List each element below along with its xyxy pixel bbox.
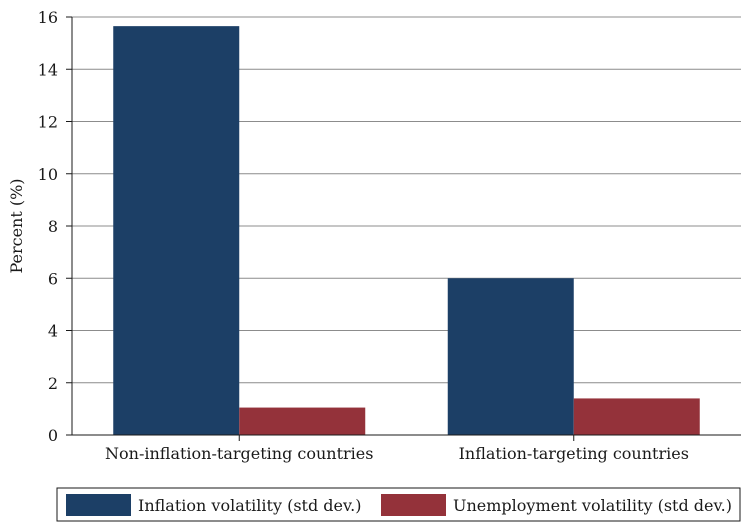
axes — [66, 16, 741, 441]
y-tick-label: 16 — [38, 8, 58, 27]
y-axis-title: Percent (%) — [7, 178, 26, 273]
y-tick-labels: 0 2 4 6 8 10 12 14 16 — [38, 8, 58, 445]
bar-unemployment-volatility — [239, 407, 366, 435]
x-category-label: Inflation-targeting countries — [459, 444, 689, 463]
legend-frame — [56, 487, 741, 522]
y-tick-label: 8 — [48, 217, 58, 236]
bars — [113, 26, 700, 436]
y-tick-label: 14 — [38, 60, 58, 79]
y-tick-label: 12 — [38, 113, 58, 132]
bar-inflation-volatility — [447, 278, 574, 435]
y-tick-label: 0 — [48, 426, 58, 445]
y-tick-label: 2 — [48, 374, 58, 393]
legend-label: Inflation volatility (std dev.) — [138, 496, 361, 515]
y-tick-label: 6 — [48, 269, 58, 288]
bar-inflation-volatility — [113, 26, 240, 436]
y-tick-label: 4 — [48, 322, 58, 341]
x-category-label: Non-inflation-targeting countries — [105, 444, 373, 463]
y-tick-label: 10 — [38, 165, 58, 184]
legend-label: Unemployment volatility (std dev.) — [453, 496, 732, 515]
legend-swatch — [381, 494, 446, 516]
legend-swatch — [66, 494, 131, 516]
bar-unemployment-volatility — [573, 398, 700, 435]
legend: Inflation volatility (std dev.) Unemploym… — [56, 487, 741, 522]
x-category-labels: Non-inflation-targeting countries Inflati… — [105, 444, 689, 463]
